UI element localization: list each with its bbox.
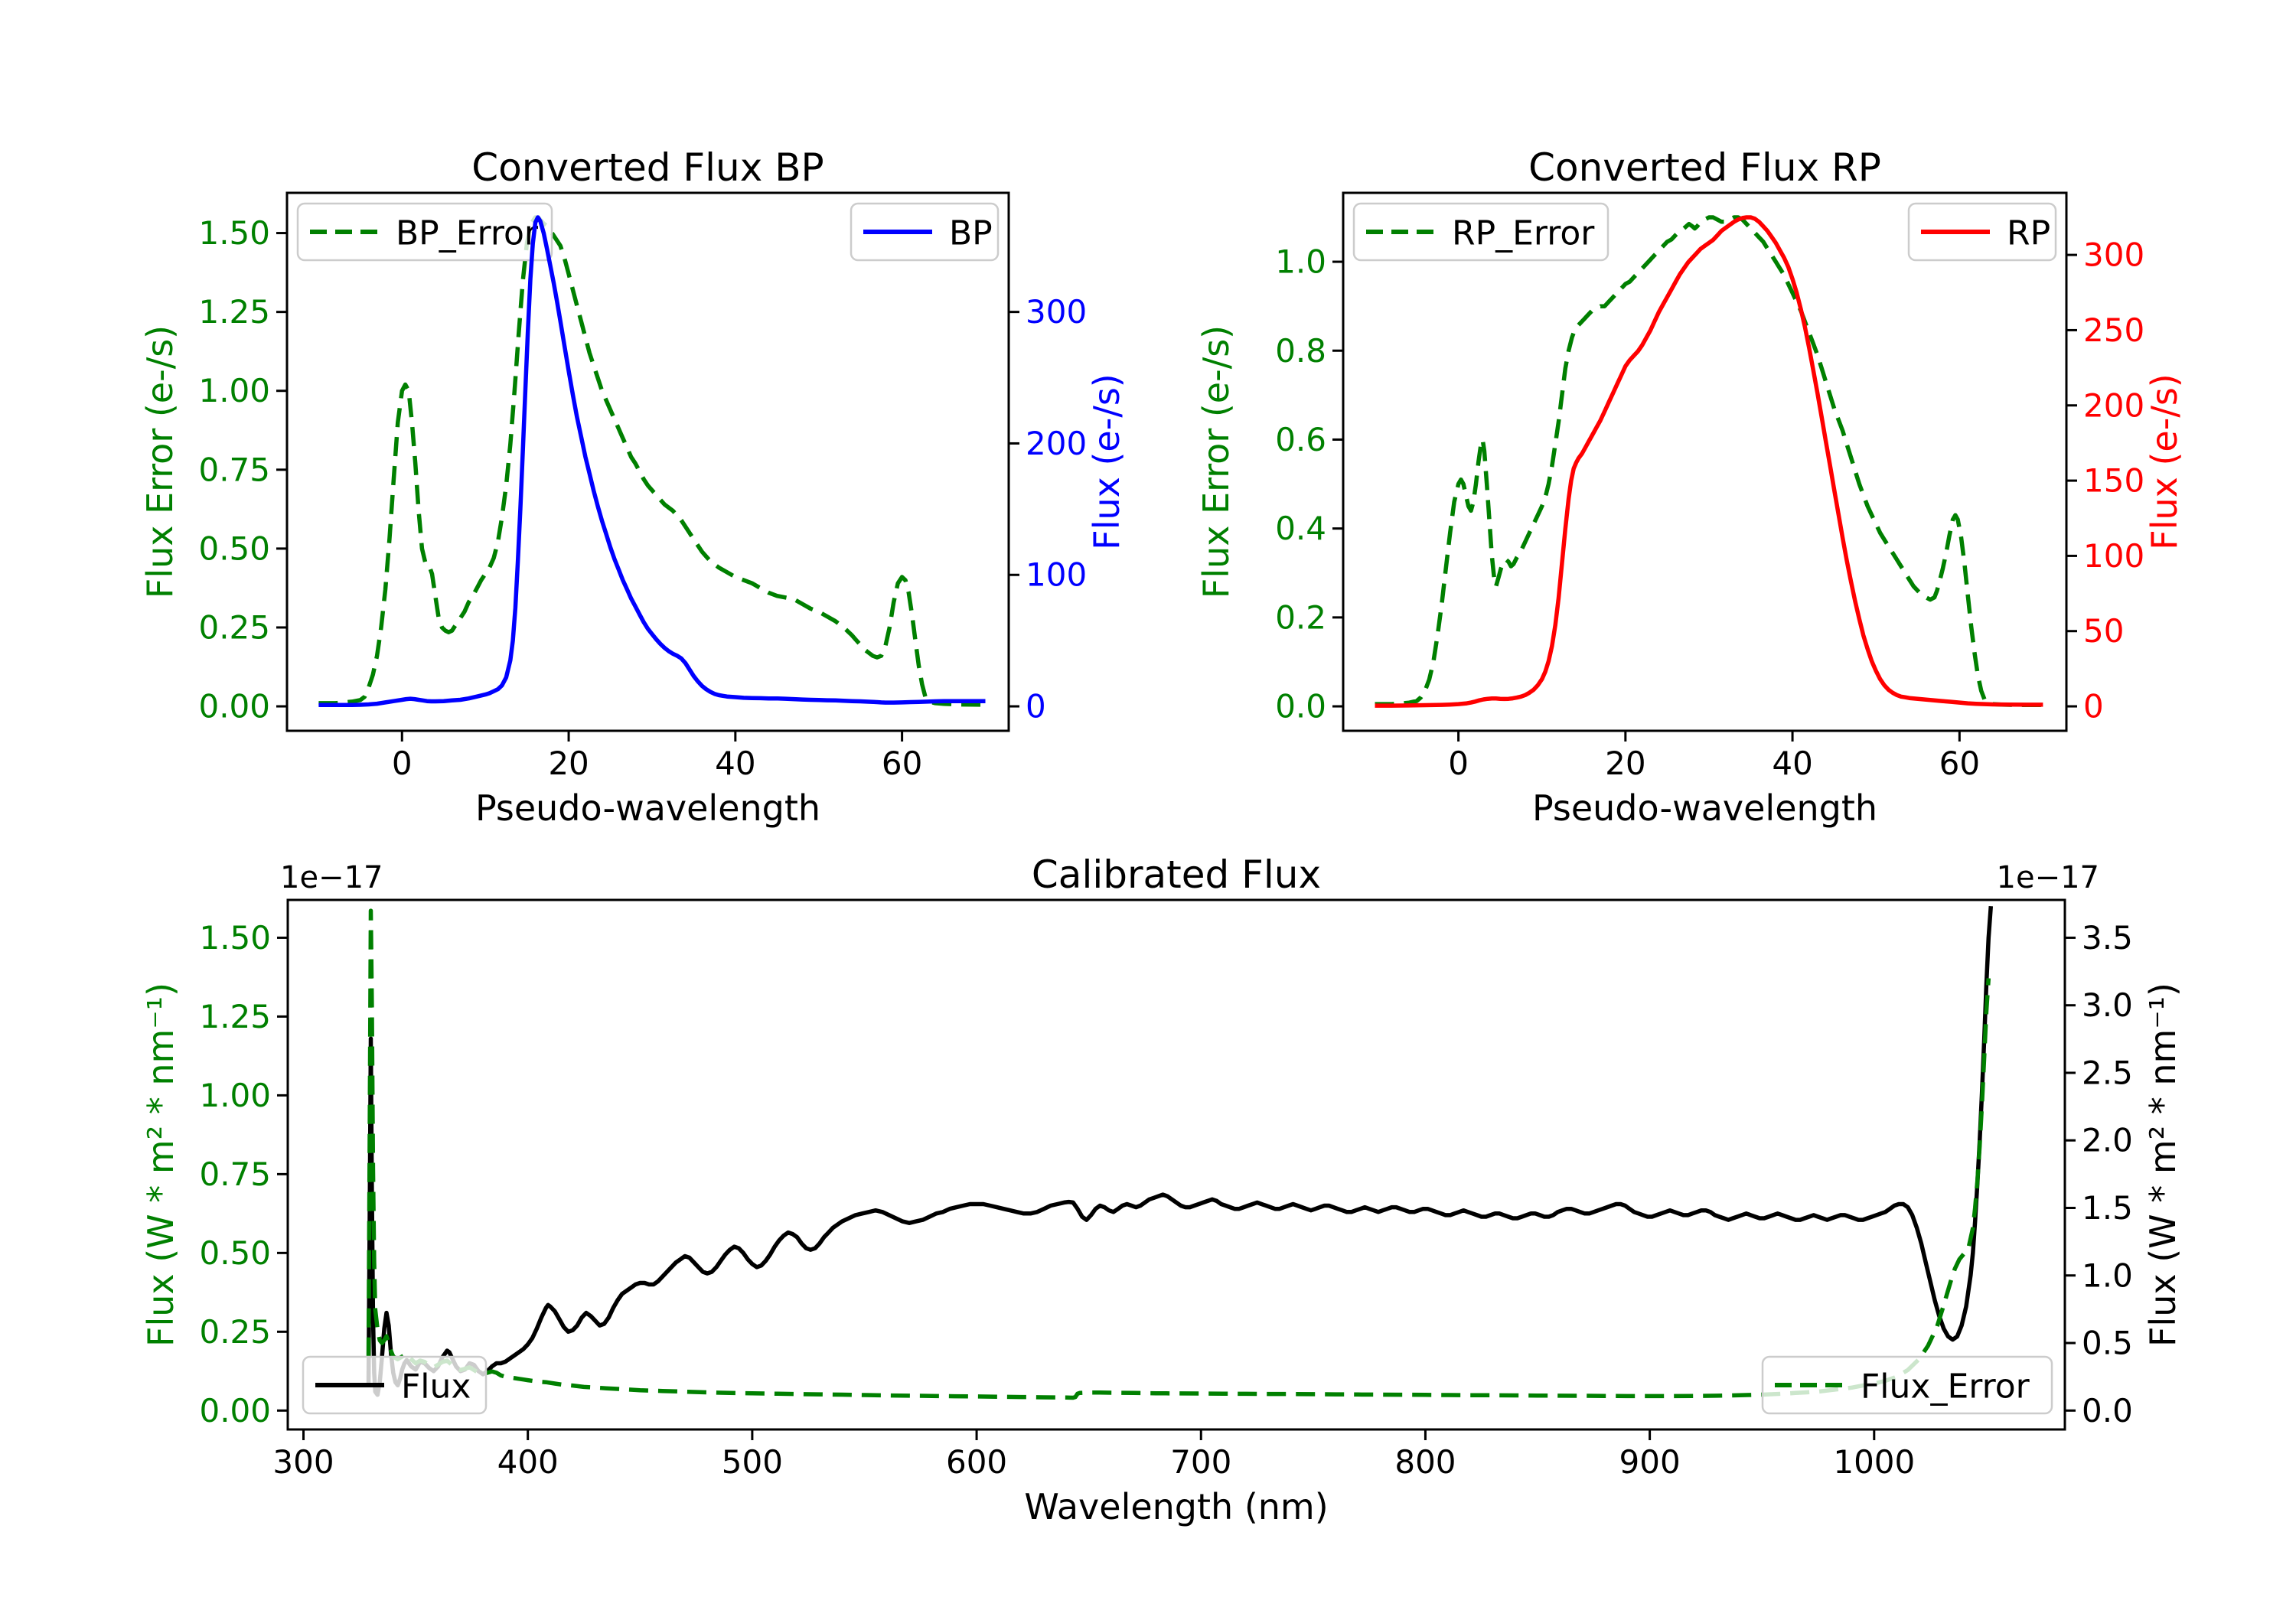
x-tick-label: 20 bbox=[548, 745, 589, 782]
legend-bp: BP bbox=[850, 202, 1000, 262]
y-tick-label-left: 1.00 bbox=[199, 1077, 271, 1114]
y-axis-label-left: Flux Error (e-/s) bbox=[139, 325, 181, 598]
series-rp-line bbox=[1375, 215, 2043, 708]
y-tick-label-left: 0.75 bbox=[199, 1156, 271, 1193]
y-tick-label-left: 0.50 bbox=[199, 1234, 271, 1272]
axes-frame bbox=[285, 191, 1010, 732]
legend-rp: RP bbox=[1907, 202, 2057, 262]
y-tick-label-right: 300 bbox=[2083, 236, 2144, 274]
legend-rp-error: RP_Error bbox=[1352, 202, 1609, 262]
offset-text-left: 1e−17 bbox=[280, 860, 383, 895]
y-axis-label-right: Flux (e-/s) bbox=[1086, 373, 1127, 550]
y-tick-label-left: 0.4 bbox=[1275, 510, 1326, 547]
plot-title: Calibrated Flux bbox=[1032, 852, 1321, 897]
y-tick-label-right: 3.5 bbox=[2082, 919, 2133, 957]
legend-bp-error: BP_Error bbox=[296, 202, 553, 262]
x-tick-label: 300 bbox=[272, 1443, 334, 1481]
x-tick-label: 40 bbox=[1772, 745, 1812, 782]
y-tick-label-right: 0 bbox=[1026, 688, 1046, 725]
y-tick-label-left: 0.2 bbox=[1275, 598, 1326, 636]
x-tick-label: 800 bbox=[1394, 1443, 1456, 1481]
legend-box bbox=[296, 202, 553, 262]
legend-label: Flux_Error bbox=[1861, 1367, 2030, 1407]
x-tick-label: 40 bbox=[715, 745, 755, 782]
y-tick-label-right: 200 bbox=[2083, 386, 2144, 424]
y-tick-label-left: 0.25 bbox=[198, 608, 270, 646]
y-tick-label-left: 0.00 bbox=[198, 688, 270, 725]
x-tick-label: 0 bbox=[1448, 745, 1469, 782]
y-tick-label-left: 1.00 bbox=[198, 372, 270, 409]
legend-label: BP_Error bbox=[396, 214, 539, 253]
plot-rp: 0 20 40 60 0.0 0.2 0.4 0.6 0.8 1.0 0 50 100 150 200 250… bbox=[1195, 145, 2185, 829]
x-tick-label: 60 bbox=[1939, 745, 1980, 782]
y-tick-label-right: 0.5 bbox=[2082, 1325, 2133, 1362]
y-tick-label-right: 250 bbox=[2083, 311, 2144, 349]
y-tick-label-left: 0.00 bbox=[199, 1392, 271, 1429]
x-tick-label: 400 bbox=[497, 1443, 559, 1481]
x-axis-label: Wavelength (nm) bbox=[1024, 1486, 1328, 1527]
y-tick-label-right: 0 bbox=[2083, 688, 2104, 725]
legend-box bbox=[1352, 202, 1609, 262]
y-tick-label-right: 200 bbox=[1026, 425, 1087, 462]
y-tick-label-right: 1.5 bbox=[2082, 1189, 2133, 1227]
y-tick-label-right: 100 bbox=[1026, 556, 1087, 594]
x-tick-label: 600 bbox=[946, 1443, 1007, 1481]
x-tick-label: 60 bbox=[882, 745, 922, 782]
y-tick-label-right: 1.0 bbox=[2082, 1257, 2133, 1294]
y-tick-label-left: 0.6 bbox=[1275, 421, 1326, 458]
plot-title: Converted Flux BP bbox=[471, 145, 823, 190]
legend-flux: Flux bbox=[302, 1355, 488, 1415]
x-tick-label: 20 bbox=[1605, 745, 1645, 782]
y-tick-label-left: 1.25 bbox=[199, 998, 271, 1035]
y-axis-label-right: Flux (e-/s) bbox=[2144, 373, 2185, 550]
series-bp-line bbox=[318, 215, 986, 708]
y-tick-label-right: 50 bbox=[2083, 612, 2124, 650]
y-axis-label-right: Flux (W * m² * nm⁻¹) bbox=[2142, 983, 2183, 1347]
plot-cal: 300 400 500 600 700 800 900 1000 0.00 0.25 0.50 0.7… bbox=[140, 852, 2183, 1527]
y-tick-label-left: 0.50 bbox=[198, 530, 270, 567]
y-tick-label-right: 100 bbox=[2083, 537, 2144, 575]
x-tick-label: 0 bbox=[392, 745, 413, 782]
legend-box bbox=[1761, 1355, 2053, 1415]
y-tick-label-right: 3.0 bbox=[2082, 986, 2133, 1024]
legend-flux-error: Flux_Error bbox=[1761, 1355, 2053, 1415]
y-tick-label-right: 300 bbox=[1026, 293, 1087, 331]
y-tick-label-right: 2.5 bbox=[2082, 1054, 2133, 1091]
series-flux-error-line bbox=[366, 908, 1991, 1400]
x-tick-label: 700 bbox=[1170, 1443, 1231, 1481]
y-tick-label-left: 1.0 bbox=[1275, 243, 1326, 281]
y-tick-label-left: 1.50 bbox=[198, 214, 270, 252]
series-flux-line bbox=[366, 906, 1994, 1397]
y-axis-label-left: Flux Error (e-/s) bbox=[1195, 325, 1237, 598]
legend-label: BP bbox=[949, 214, 993, 253]
y-tick-label-left: 0.25 bbox=[199, 1313, 271, 1351]
y-tick-label-right: 2.0 bbox=[2082, 1122, 2133, 1159]
y-tick-label-right: 0.0 bbox=[2082, 1392, 2133, 1429]
y-tick-label-right: 150 bbox=[2083, 462, 2144, 500]
axes-frame bbox=[286, 898, 2066, 1431]
y-tick-label-left: 0.75 bbox=[198, 451, 270, 488]
series-rp-error-line bbox=[1375, 215, 2043, 708]
x-axis-label: Pseudo-wavelength bbox=[1532, 787, 1877, 829]
y-tick-label-left: 1.50 bbox=[199, 919, 271, 957]
plot-title: Converted Flux RP bbox=[1528, 145, 1881, 190]
series-bp-error-line bbox=[318, 215, 986, 707]
y-tick-label-left: 0.8 bbox=[1275, 332, 1326, 370]
axes-frame bbox=[1342, 191, 2068, 732]
y-tick-label-left: 1.25 bbox=[198, 293, 270, 331]
offset-text-right: 1e−17 bbox=[1997, 860, 2099, 895]
legend-label: RP bbox=[2007, 214, 2050, 253]
y-axis-label-left: Flux (W * m² * nm⁻¹) bbox=[140, 983, 181, 1347]
y-tick-label-left: 0.0 bbox=[1275, 688, 1326, 725]
x-tick-label: 500 bbox=[722, 1443, 783, 1481]
x-tick-label: 900 bbox=[1619, 1443, 1681, 1481]
legend-label: Flux bbox=[401, 1367, 471, 1407]
x-axis-label: Pseudo-wavelength bbox=[475, 787, 820, 829]
legend-label: RP_Error bbox=[1452, 214, 1595, 253]
x-tick-label: 1000 bbox=[1833, 1443, 1915, 1481]
plot-bp: 0 20 40 60 0.00 0.25 0.50 0.75 1.00 1.25 1.50 0 100 2… bbox=[139, 145, 1127, 829]
legend-box bbox=[302, 1355, 488, 1415]
